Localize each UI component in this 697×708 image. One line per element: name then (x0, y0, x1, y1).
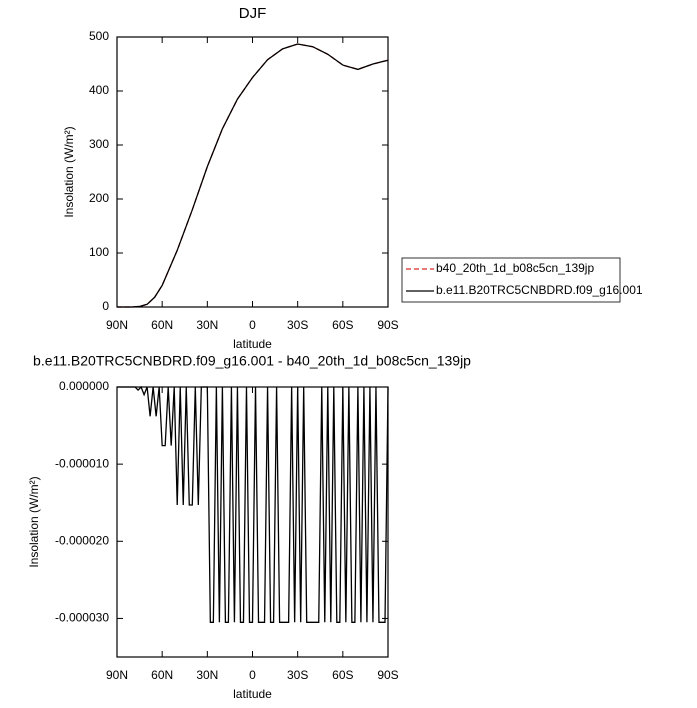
data-line (117, 385, 389, 623)
data-line (117, 43, 389, 308)
x-tick-label: 30N (196, 668, 218, 682)
plot-frame (116, 386, 389, 658)
x-tick-label: 60N (151, 668, 173, 682)
y-tick-label: 0 (102, 299, 109, 313)
x-tick-label: 90N (106, 668, 128, 682)
x-tick-label: 90S (377, 668, 398, 682)
legend-label: b40_20th_1d_b08c5cn_139jp (436, 261, 594, 275)
x-tick-label: 60N (151, 318, 173, 332)
y-tick-label: 100 (89, 245, 109, 259)
x-axis-label: latitude (233, 687, 272, 701)
x-tick-label: 90S (377, 318, 398, 332)
y-tick-label: 500 (89, 29, 109, 43)
y-tick-label: -0.000020 (55, 533, 109, 547)
y-tick-label: -0.000010 (55, 456, 109, 470)
chart-title: DJF (239, 5, 267, 22)
y-tick-label: 200 (89, 191, 109, 205)
legend-box (401, 257, 621, 303)
x-tick-label: 30S (287, 318, 308, 332)
y-tick-label: 0.000000 (59, 379, 109, 393)
x-tick-label: 0 (249, 668, 256, 682)
y-axis-label: Insolation (W/m²) (62, 126, 76, 217)
x-axis-label: latitude (233, 337, 272, 351)
legend-label: b.e11.B20TRC5CNBDRD.f09_g16.001 (436, 283, 643, 297)
y-tick-label: 300 (89, 137, 109, 151)
x-tick-label: 90N (106, 318, 128, 332)
plot-frame (116, 36, 389, 308)
y-tick-label: -0.000030 (55, 611, 109, 625)
x-tick-label: 60S (332, 318, 353, 332)
y-tick-label: 400 (89, 83, 109, 97)
x-tick-label: 30N (196, 318, 218, 332)
x-tick-label: 60S (332, 668, 353, 682)
y-axis-label: Insolation (W/m²) (27, 476, 41, 567)
data-line (117, 43, 389, 308)
chart-title: b.e11.B20TRC5CNBDRD.f09_g16.001 - b40_20… (33, 353, 471, 369)
x-tick-label: 0 (249, 318, 256, 332)
x-tick-label: 30S (287, 668, 308, 682)
